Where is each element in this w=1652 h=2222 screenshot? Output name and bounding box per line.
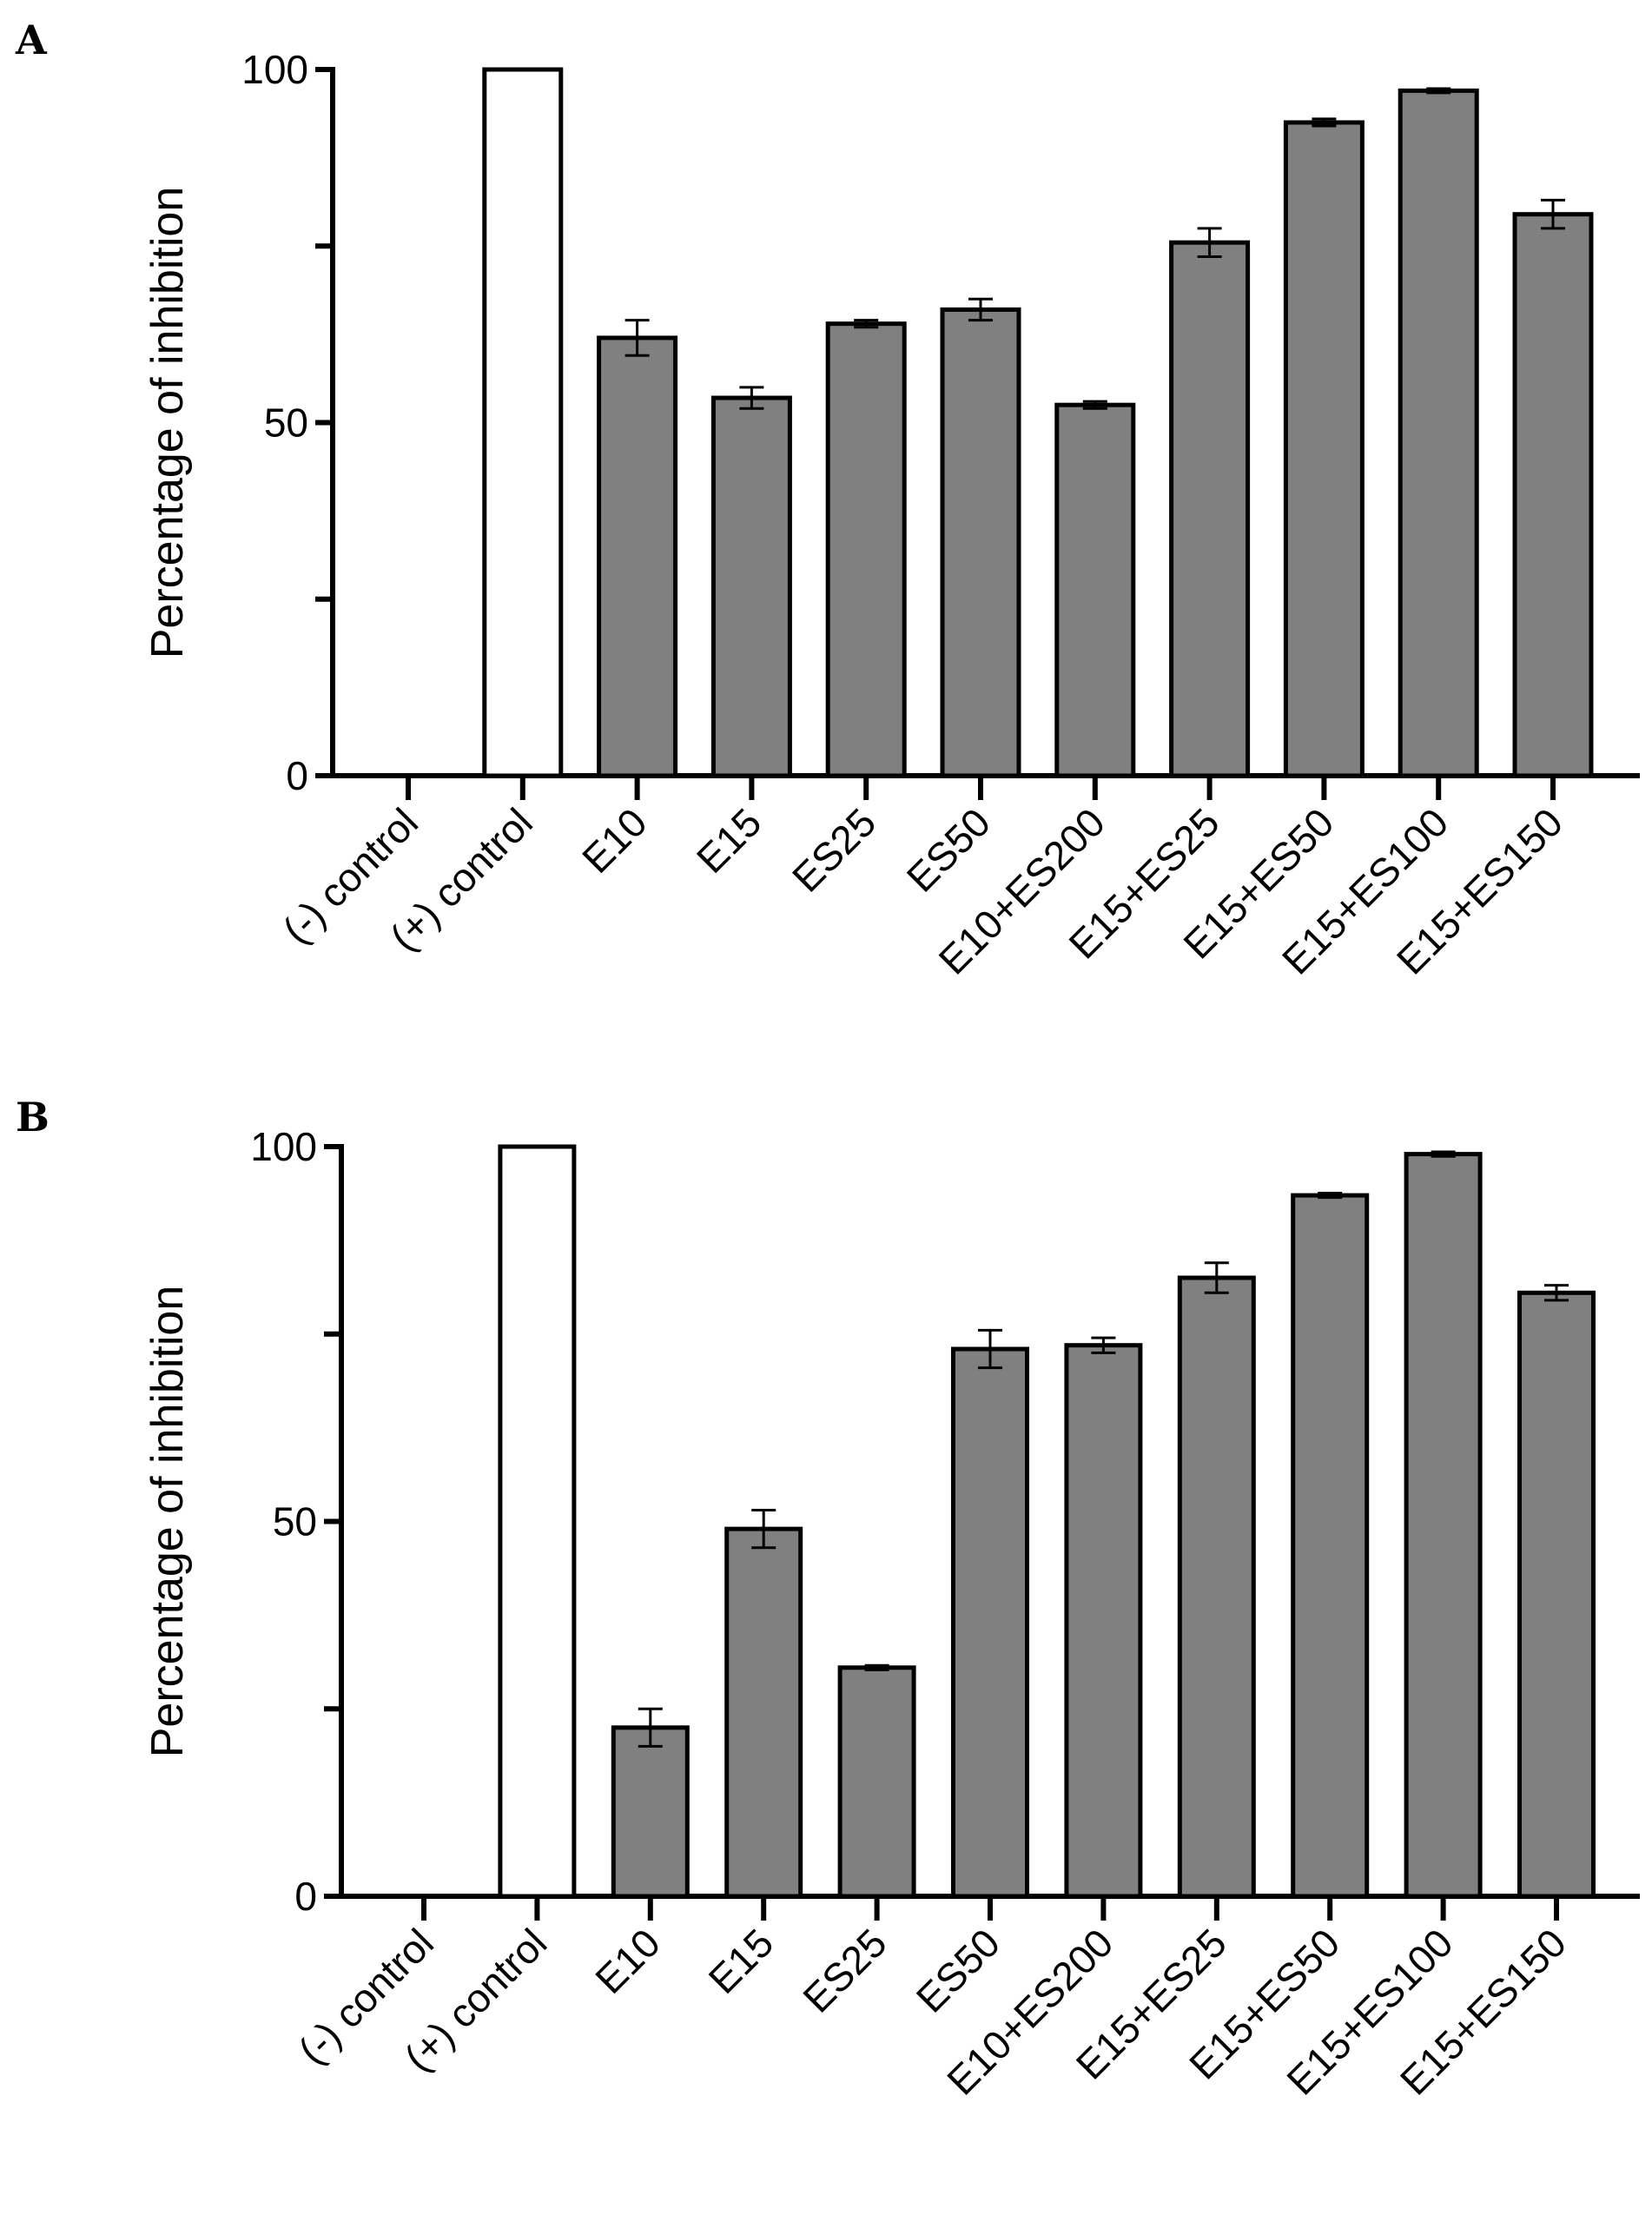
- bar: [825, 321, 907, 778]
- category-label: ES50: [908, 1920, 1008, 2020]
- category-label: E15: [688, 799, 770, 882]
- category-label: E10: [573, 799, 656, 882]
- bar: [1054, 402, 1136, 778]
- bar: [482, 67, 564, 778]
- bar: [1512, 212, 1594, 778]
- y-tick-label: 100: [250, 1124, 317, 1169]
- y-axis-title: Percentage of inhibition: [142, 1286, 193, 1758]
- bar: [1291, 1193, 1370, 1899]
- category-label: ES25: [794, 1920, 895, 2020]
- category-label: ES50: [898, 799, 999, 900]
- bar: [837, 1665, 916, 1899]
- y-axis-title: Percentage of inhibition: [142, 187, 193, 659]
- bar: [1398, 88, 1479, 778]
- bar: [710, 395, 792, 778]
- bar: [1517, 1290, 1596, 1899]
- y-tick-label: 0: [294, 1874, 317, 1919]
- bar: [611, 1725, 690, 1899]
- y-tick-label: 50: [264, 400, 308, 446]
- bar: [1177, 1275, 1256, 1899]
- y-tick-label: 0: [286, 753, 308, 798]
- category-label: E10: [586, 1920, 669, 2002]
- bar: [1404, 1152, 1483, 1899]
- bar: [951, 1346, 1029, 1899]
- y-tick-label: 100: [241, 47, 308, 92]
- bar: [940, 307, 1021, 778]
- panel-label: B: [16, 1094, 50, 1141]
- category-label: E15: [700, 1920, 783, 2002]
- panel-label: A: [15, 17, 48, 63]
- bar: [1064, 1343, 1143, 1899]
- bar: [597, 335, 678, 778]
- category-label: ES25: [783, 799, 884, 900]
- y-tick-label: 50: [273, 1499, 317, 1544]
- bar: [1283, 120, 1365, 778]
- bar: [724, 1526, 803, 1899]
- bar: [498, 1144, 577, 1899]
- bar: [1169, 240, 1251, 778]
